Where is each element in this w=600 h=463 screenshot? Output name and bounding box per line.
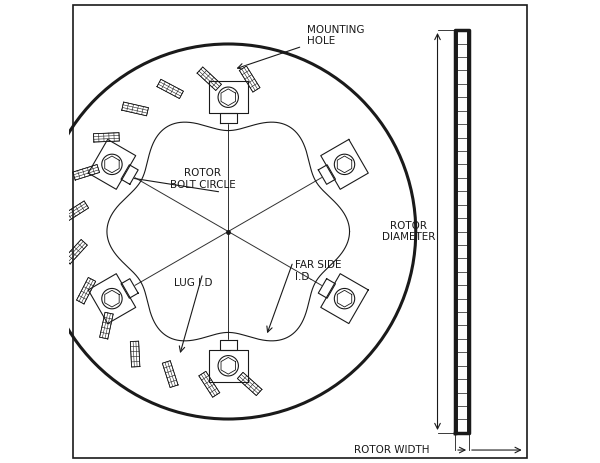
Text: MOUNTING
HOLE: MOUNTING HOLE [307, 25, 364, 46]
Polygon shape [62, 201, 89, 222]
Polygon shape [88, 274, 136, 324]
Polygon shape [209, 350, 248, 382]
Polygon shape [321, 274, 368, 324]
Text: ROTOR
DIAMETER: ROTOR DIAMETER [382, 221, 435, 242]
Polygon shape [163, 361, 178, 388]
Polygon shape [318, 279, 335, 298]
Polygon shape [100, 313, 113, 339]
Text: FAR SIDE
I.D.: FAR SIDE I.D. [295, 260, 342, 282]
Polygon shape [199, 371, 220, 397]
Polygon shape [157, 79, 184, 99]
Polygon shape [239, 66, 260, 92]
Polygon shape [64, 239, 87, 264]
Text: LUG I.D: LUG I.D [174, 278, 213, 288]
Polygon shape [77, 277, 95, 304]
Polygon shape [455, 30, 469, 433]
Polygon shape [73, 164, 100, 180]
Polygon shape [209, 81, 248, 113]
Polygon shape [121, 279, 138, 298]
Polygon shape [238, 372, 262, 395]
Polygon shape [130, 341, 140, 367]
Text: ROTOR WIDTH: ROTOR WIDTH [354, 445, 430, 455]
Polygon shape [122, 102, 148, 116]
Polygon shape [318, 165, 335, 184]
Polygon shape [94, 133, 119, 142]
Polygon shape [321, 139, 368, 189]
Polygon shape [121, 165, 138, 184]
Text: ROTOR
BOLT CIRCLE: ROTOR BOLT CIRCLE [170, 168, 236, 190]
Polygon shape [220, 113, 236, 123]
Polygon shape [220, 340, 236, 350]
Polygon shape [88, 139, 136, 189]
Polygon shape [197, 67, 221, 90]
